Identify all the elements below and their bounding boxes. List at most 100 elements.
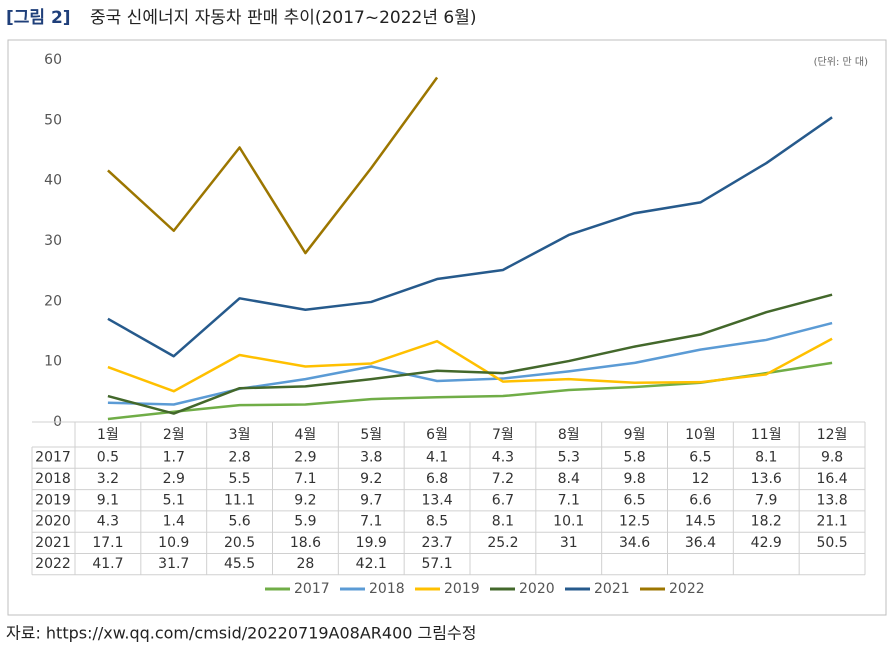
unit-label: (단위: 만 대) bbox=[814, 55, 868, 68]
series-line bbox=[107, 76, 439, 255]
x-tick-label: 4월 bbox=[295, 427, 317, 443]
x-tick-label: 2월 bbox=[163, 427, 185, 443]
table-cell: 20.5 bbox=[224, 535, 255, 551]
y-tick-label: 10 bbox=[44, 354, 62, 370]
table-row-label: 2018 bbox=[35, 471, 71, 487]
table-cell: 6.5 bbox=[623, 492, 645, 508]
table-cell: 11.1 bbox=[224, 492, 255, 508]
table-cell: 4.3 bbox=[492, 450, 514, 466]
x-tick-label: 5월 bbox=[360, 427, 382, 443]
table-cell: 18.2 bbox=[751, 514, 782, 530]
legend-label: 2019 bbox=[444, 581, 480, 597]
table-cell: 6.7 bbox=[492, 492, 514, 508]
table-cell: 13.8 bbox=[816, 492, 847, 508]
table-cell: 9.2 bbox=[360, 471, 382, 487]
table-cell: 6.5 bbox=[689, 450, 711, 466]
table-cell: 7.9 bbox=[755, 492, 777, 508]
table-cell: 14.5 bbox=[685, 514, 716, 530]
table-cell: 9.2 bbox=[294, 492, 316, 508]
table-cell: 31.7 bbox=[158, 556, 189, 572]
table-cell: 50.5 bbox=[816, 535, 847, 551]
table-cell: 34.6 bbox=[619, 535, 650, 551]
table-cell: 42.9 bbox=[751, 535, 782, 551]
table-cell: 5.5 bbox=[228, 471, 250, 487]
y-tick-label: 20 bbox=[44, 293, 62, 309]
table-cell: 8.1 bbox=[492, 514, 514, 530]
table-cell: 5.6 bbox=[228, 514, 250, 530]
table-row-label: 2019 bbox=[35, 492, 71, 508]
legend-label: 2021 bbox=[594, 581, 630, 597]
x-tick-label: 12월 bbox=[817, 427, 848, 443]
legend-label: 2017 bbox=[294, 581, 330, 597]
table-cell: 5.1 bbox=[163, 492, 185, 508]
table-cell: 16.4 bbox=[816, 471, 847, 487]
table-cell: 12 bbox=[692, 471, 710, 487]
table-cell: 6.8 bbox=[426, 471, 448, 487]
table-cell: 19.9 bbox=[356, 535, 387, 551]
table-cell: 2.8 bbox=[228, 450, 250, 466]
table-cell: 7.1 bbox=[558, 492, 580, 508]
x-tick-label: 9월 bbox=[624, 427, 646, 443]
table-cell: 3.8 bbox=[360, 450, 382, 466]
table-cell: 9.7 bbox=[360, 492, 382, 508]
table-cell: 17.1 bbox=[92, 535, 123, 551]
x-tick-label: 11월 bbox=[751, 427, 782, 443]
series-line bbox=[107, 116, 833, 358]
table-row-label: 2017 bbox=[35, 450, 71, 466]
table-cell: 41.7 bbox=[92, 556, 123, 572]
source: 자료: https://xw.qq.com/cmsid/20220719A08A… bbox=[6, 624, 476, 643]
table-cell: 42.1 bbox=[356, 556, 387, 572]
table-cell: 5.8 bbox=[623, 450, 645, 466]
y-tick-label: 50 bbox=[44, 112, 62, 128]
table-cell: 8.4 bbox=[558, 471, 580, 487]
table-row-label: 2022 bbox=[35, 556, 71, 572]
x-tick-label: 1월 bbox=[97, 427, 119, 443]
table-cell: 1.7 bbox=[163, 450, 185, 466]
table-cell: 0.5 bbox=[97, 450, 119, 466]
table-cell: 28 bbox=[297, 556, 315, 572]
table-row-label: 2020 bbox=[35, 514, 71, 530]
table-cell: 36.4 bbox=[685, 535, 716, 551]
chart-title: 중국 신에너지 자동차 판매 추이(2017~2022년 6월) bbox=[90, 8, 476, 28]
legend-label: 2020 bbox=[519, 581, 555, 597]
table-cell: 12.5 bbox=[619, 514, 650, 530]
table-cell: 2.9 bbox=[163, 471, 185, 487]
table-cell: 7.1 bbox=[294, 471, 316, 487]
legend-label: 2022 bbox=[669, 581, 705, 597]
figure-label: [그림 2] bbox=[6, 8, 71, 28]
y-tick-label: 60 bbox=[44, 52, 62, 68]
x-tick-label: 8월 bbox=[558, 427, 580, 443]
table-row-label: 2021 bbox=[35, 535, 71, 551]
x-tick-label: 3월 bbox=[229, 427, 251, 443]
y-tick-label: 30 bbox=[44, 233, 62, 249]
table-cell: 9.8 bbox=[623, 471, 645, 487]
table-cell: 7.2 bbox=[492, 471, 514, 487]
table-cell: 8.5 bbox=[426, 514, 448, 530]
table-cell: 10.1 bbox=[553, 514, 584, 530]
table-cell: 3.2 bbox=[97, 471, 119, 487]
chart-frame bbox=[7, 39, 887, 616]
table-cell: 23.7 bbox=[421, 535, 452, 551]
y-tick-label: 40 bbox=[44, 173, 62, 189]
table-cell: 9.1 bbox=[97, 492, 119, 508]
table-cell: 4.3 bbox=[97, 514, 119, 530]
x-tick-label: 7월 bbox=[492, 427, 514, 443]
table-cell: 18.6 bbox=[290, 535, 321, 551]
table-cell: 9.8 bbox=[821, 450, 843, 466]
table-cell: 1.4 bbox=[163, 514, 185, 530]
table-cell: 57.1 bbox=[421, 556, 452, 572]
table-cell: 45.5 bbox=[224, 556, 255, 572]
table-cell: 10.9 bbox=[158, 535, 189, 551]
table-cell: 13.6 bbox=[751, 471, 782, 487]
table-cell: 5.9 bbox=[294, 514, 316, 530]
series-line bbox=[107, 293, 833, 415]
table-cell: 8.1 bbox=[755, 450, 777, 466]
table-cell: 7.1 bbox=[360, 514, 382, 530]
table-cell: 5.3 bbox=[558, 450, 580, 466]
legend-label: 2018 bbox=[369, 581, 405, 597]
x-tick-label: 10월 bbox=[685, 427, 716, 443]
table-cell: 4.1 bbox=[426, 450, 448, 466]
table-cell: 31 bbox=[560, 535, 578, 551]
table-cell: 21.1 bbox=[816, 514, 847, 530]
